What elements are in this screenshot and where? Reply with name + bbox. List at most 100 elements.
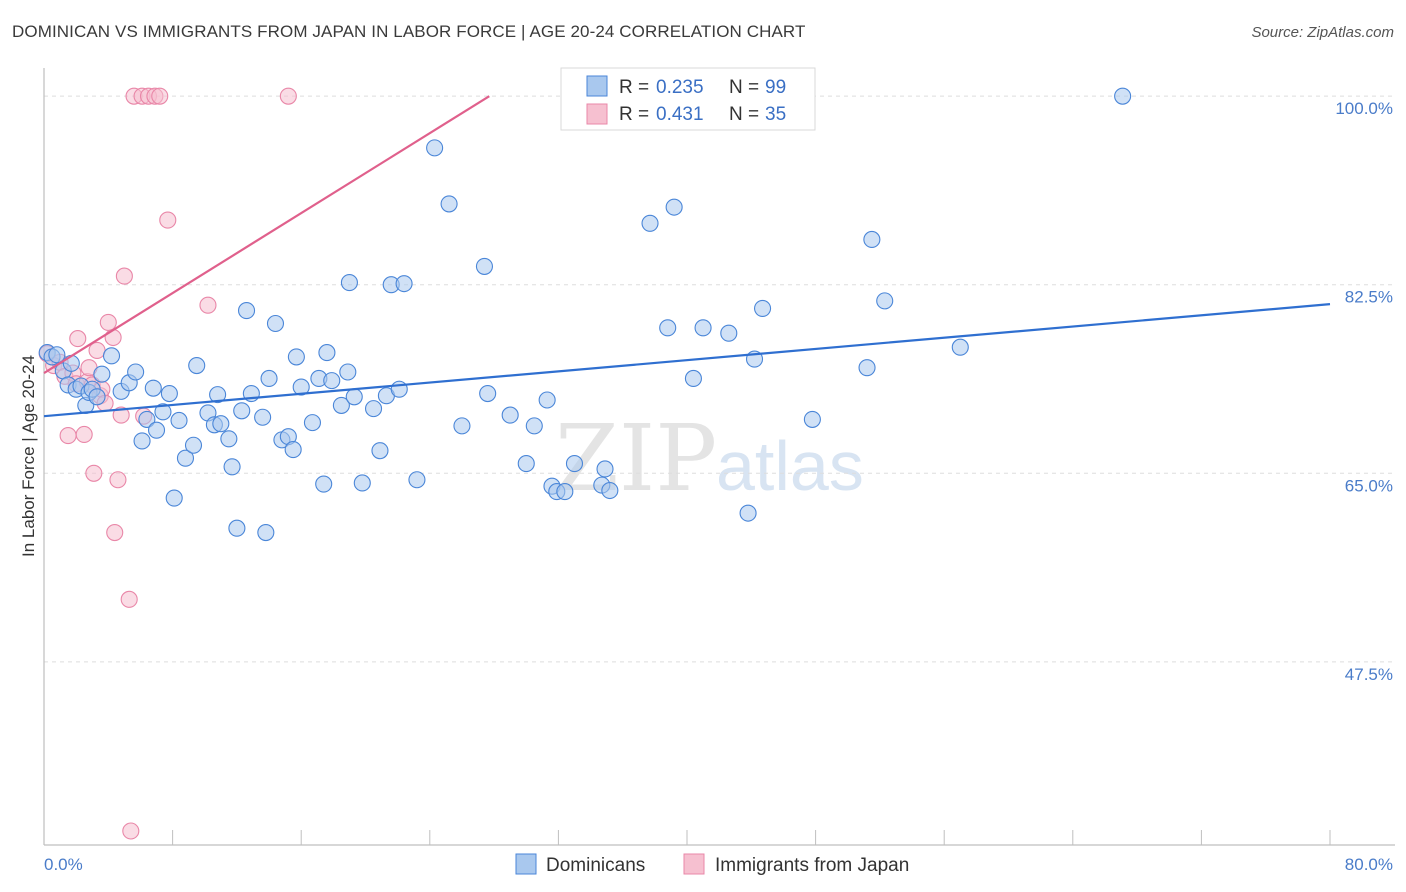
japan-point	[99, 313, 117, 331]
dominicans-point	[340, 274, 358, 292]
dominicans-point	[266, 314, 285, 333]
legend-r-value-dominicans: 0.235	[656, 77, 704, 98]
y-tick-label: 65.0%	[1345, 476, 1393, 495]
dominicans-point	[440, 195, 458, 213]
dominicans-point	[353, 474, 371, 492]
dominicans-point	[176, 449, 195, 467]
dominicans-point	[209, 386, 227, 404]
dominicans-point	[739, 504, 757, 522]
dominicans-point	[284, 441, 302, 459]
japan-point	[120, 590, 138, 608]
y-axis-label: In Labor Force | Age 20-24	[19, 355, 38, 557]
series-japan-points	[38, 87, 297, 840]
dominicans-point	[332, 396, 350, 414]
dominicans-point	[517, 455, 535, 473]
legend-r-label-dominicans: R =	[619, 77, 649, 98]
dominicans-point	[596, 460, 614, 478]
dominicans-point	[88, 388, 106, 406]
dominicans-point	[684, 369, 702, 388]
dominicans-point	[720, 324, 738, 342]
x-tick-label-max: 80.0%	[1345, 855, 1393, 874]
dominicans-point	[339, 363, 357, 381]
dominicans-point	[479, 384, 497, 403]
legend-n-value-dominicans: 99	[765, 77, 786, 98]
legend-r-label-japan: R =	[619, 104, 649, 125]
dominicans-point	[659, 319, 677, 337]
dominicans-point	[364, 400, 383, 418]
dominicans-point	[858, 359, 876, 377]
legend-n-label-japan: N =	[729, 104, 759, 125]
grid-lines	[44, 95, 1395, 663]
dominicans-point	[287, 348, 305, 366]
dominicans-point	[665, 198, 683, 216]
legend-n-value-japan: 35	[765, 104, 786, 125]
dominicans-point	[426, 139, 444, 157]
japan-point	[199, 296, 217, 314]
dominicans-point	[144, 379, 162, 397]
source-label: Source: ZipAtlas.com	[1251, 24, 1394, 41]
japan-point	[85, 464, 103, 482]
dominicans-point	[453, 417, 471, 435]
dominicans-point	[165, 489, 183, 507]
trend-lines	[43, 95, 1331, 418]
watermark-zip: ZIP	[555, 405, 717, 512]
dominicans-point	[876, 292, 894, 310]
dominicans-point	[371, 442, 389, 460]
dominicans-point	[254, 408, 272, 426]
japan-point	[115, 267, 133, 285]
dominicans-point	[475, 257, 494, 275]
bottom-legend-swatch-dominicans	[515, 853, 537, 875]
dominicans-point	[292, 378, 310, 396]
dominicans-point	[556, 483, 574, 501]
dominicans-point	[48, 346, 66, 364]
y-tick-label: 100.0%	[1335, 99, 1393, 118]
dominicans-point	[315, 475, 333, 493]
japan-point	[106, 523, 124, 542]
dominicans-point	[345, 388, 363, 406]
dominicans-point	[754, 299, 772, 317]
japan-point	[69, 330, 87, 348]
japan-point	[59, 427, 77, 445]
dominicans-point	[93, 365, 111, 383]
dominicans-point	[102, 347, 121, 365]
x-tick-marks	[43, 830, 1331, 845]
dominicans-point	[184, 436, 203, 454]
chart-title: DOMINICAN VS IMMIGRANTS FROM JAPAN IN LA…	[12, 22, 806, 41]
series-legend: Dominicans Immigrants from Japan	[515, 853, 909, 876]
dominicans-point	[212, 415, 230, 433]
japan-point	[279, 87, 297, 105]
dominicans-point	[62, 354, 80, 372]
x-tick-label-min: 0.0%	[44, 855, 83, 874]
dominicans-point	[133, 432, 151, 450]
dominicans-point	[257, 523, 275, 542]
trend-line-japan	[43, 95, 490, 375]
dominicans-point	[170, 411, 188, 430]
dominicans-point	[803, 410, 821, 428]
dominicans-point	[188, 356, 206, 375]
dominicans-point	[641, 214, 659, 232]
dominicans-point	[1114, 87, 1132, 105]
japan-point	[122, 822, 140, 840]
japan-point	[109, 471, 127, 489]
dominicans-point	[237, 302, 256, 320]
bottom-legend-label-japan: Immigrants from Japan	[715, 855, 909, 876]
bottom-legend-swatch-japan	[683, 853, 705, 875]
dominicans-point	[863, 230, 881, 249]
dominicans-point	[220, 430, 238, 448]
dominicans-point	[565, 455, 584, 473]
dominicans-point	[138, 410, 156, 428]
series-dominicans-points	[38, 87, 1132, 542]
dominicans-point	[323, 372, 341, 390]
legend-swatch-japan	[586, 103, 608, 125]
japan-point	[112, 406, 130, 424]
dominicans-point	[525, 417, 543, 435]
japan-point	[104, 328, 122, 347]
dominicans-point	[395, 275, 413, 293]
legend-n-label-dominicans: N =	[729, 77, 759, 98]
japan-point	[75, 425, 93, 444]
japan-point	[159, 211, 177, 229]
dominicans-point	[233, 402, 251, 420]
dominicans-point	[408, 471, 426, 489]
dominicans-point	[318, 344, 336, 362]
